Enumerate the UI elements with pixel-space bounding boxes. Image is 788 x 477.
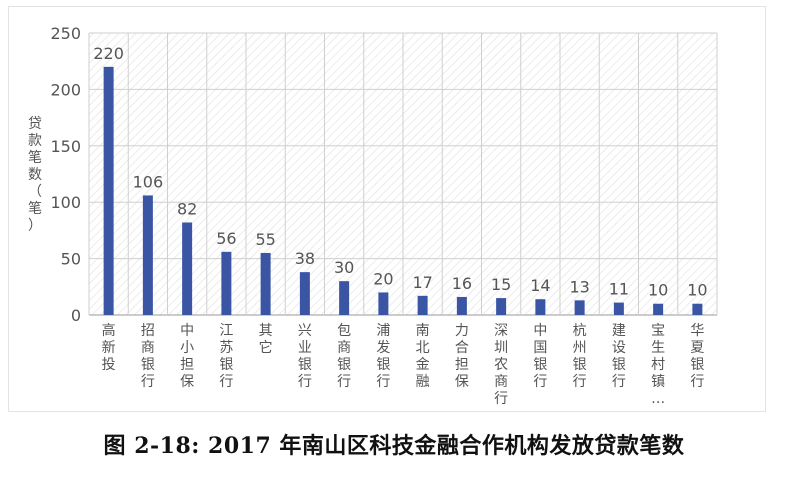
category-label: 杭州银行 — [573, 323, 587, 390]
data-label: 10 — [648, 281, 668, 300]
y-tick-label: 50 — [61, 250, 81, 269]
bar — [653, 303, 664, 315]
data-label: 30 — [334, 258, 354, 277]
y-tick-label: 0 — [71, 306, 81, 325]
bar-chart: 0 50 100 150 200 250 220 106 82 56 55 38 30 20 17 16 15… — [28, 24, 718, 407]
bar — [692, 303, 703, 315]
category-label: 建设银行 — [612, 323, 626, 390]
bar — [221, 251, 232, 315]
bar — [182, 222, 193, 315]
bar — [574, 300, 585, 315]
grid-lines — [88, 32, 718, 316]
data-label: 220 — [93, 44, 124, 63]
category-label: 江苏银行 — [219, 323, 233, 390]
category-label: 高新投 — [102, 322, 116, 373]
category-label: 包商银行 — [337, 323, 351, 390]
data-label: 55 — [255, 230, 275, 249]
data-label: 106 — [133, 172, 164, 191]
category-label: 深圳农商行 — [494, 323, 508, 407]
data-label: 13 — [569, 277, 589, 296]
category-label: 宝生村镇… — [651, 323, 665, 407]
data-labels: 220 106 82 56 55 38 30 20 17 16 15 14 13 11 10 10 — [93, 44, 707, 300]
bars — [103, 66, 703, 315]
category-label: 中小担保 — [180, 323, 194, 390]
category-label: 中国银行 — [533, 323, 547, 390]
data-label: 56 — [216, 229, 236, 248]
y-tick-label: 100 — [50, 193, 81, 212]
bar — [417, 295, 428, 315]
y-tick-label: 250 — [50, 24, 81, 43]
y-tick-label: 200 — [50, 80, 81, 99]
y-axis-label: 贷款笔数（笔） — [28, 116, 42, 234]
category-label: 南北金融 — [416, 323, 430, 390]
chart-frame: 0 50 100 150 200 250 220 106 82 56 55 38 30 20 17 16 15… — [8, 6, 766, 412]
bar — [378, 292, 389, 315]
bar — [535, 299, 546, 315]
axes: 0 50 100 150 200 250 — [50, 24, 81, 325]
y-axis-title: 贷款笔数（笔） — [28, 116, 42, 234]
data-label: 10 — [687, 281, 707, 300]
bar — [260, 252, 271, 315]
bar — [456, 296, 467, 315]
data-label: 11 — [609, 280, 629, 299]
category-label: 招商银行 — [141, 323, 155, 390]
data-label: 15 — [491, 275, 511, 294]
data-label: 17 — [412, 273, 432, 292]
data-label: 38 — [295, 249, 315, 268]
y-tick-label: 150 — [50, 137, 81, 156]
bar — [339, 281, 350, 315]
figure-caption: 图 2-18: 2017 年南山区科技金融合作机构发放贷款笔数 — [103, 433, 685, 459]
bar — [496, 298, 507, 315]
bar — [142, 195, 153, 315]
category-label: 力合担保 — [455, 323, 469, 390]
bar — [299, 272, 310, 315]
category-label: 华夏银行 — [690, 323, 704, 390]
bar — [613, 302, 624, 315]
data-label: 16 — [452, 274, 472, 293]
category-label: 其它 — [259, 323, 273, 356]
data-label: 82 — [177, 200, 197, 219]
data-label: 14 — [530, 276, 550, 295]
category-label: 兴业银行 — [298, 323, 312, 390]
category-label: 浦发银行 — [376, 323, 390, 390]
bar — [103, 66, 114, 315]
data-label: 20 — [373, 269, 393, 288]
category-labels: 高新投 招商银行 中小担保 江苏银行 其它 兴业银行 包商银行 浦发银行 南北金融 力合担保 深圳农… — [102, 322, 705, 407]
